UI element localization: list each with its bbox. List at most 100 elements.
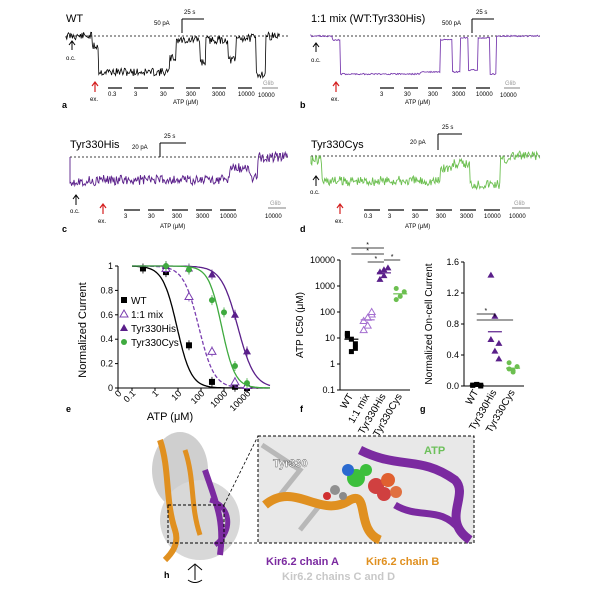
data-point [474,381,480,387]
panel-d-oc-arrow-icon [312,175,320,186]
panel-a-glib-conc: 10000 [258,93,275,99]
data-point [221,309,227,316]
y-axis-label: Normalized On-cell Current [424,263,435,384]
data-point [380,266,388,273]
zoom-chain-a-ribbon-2 [393,501,463,533]
legend-chain-b: Kir6.2 chain B [366,556,439,568]
concentration-label: 30 [412,214,419,220]
concentration-label: 30 [160,92,167,98]
panel-c-time-scale: 25 s [164,134,175,140]
y-tick-label: 1.2 [446,288,459,298]
panel-c-concentration-bars: 3 30 300 3000 10000 [124,209,237,220]
data-point [185,266,192,273]
zoom-chain-b-ribbon [262,491,383,545]
axis-arrow-icon [187,563,203,580]
panel-b-current-scale: 500 pA [442,21,461,27]
concentration-label: 3000 [460,214,474,220]
data-point [495,339,503,346]
zoom-chain-a-ribbon [357,445,473,544]
legend-entry: Tyr330Cys [131,338,179,349]
data-point [352,345,358,351]
data-point [230,376,240,386]
concentration-label: 3 [124,214,128,220]
panel-b-oc-arrow-icon [312,42,320,52]
panel-d-ex-arrow-icon [336,203,344,214]
significance-star: * [374,256,377,263]
panel-b-oc-label: o.c. [311,58,321,64]
data-point [384,264,392,271]
legend-chains-cd: Kir6.2 chains C and D [282,571,395,583]
panel-f-letter: f [300,404,304,414]
y-axis-label: Normalized Current [77,282,89,377]
concentration-label: 300 [186,92,197,98]
atp-molecule [342,464,402,501]
x-axis-label: ATP (μM) [147,411,193,423]
data-point [119,308,129,318]
x-tick-label: 1 [150,388,161,399]
concentration-label: 3 [380,92,384,98]
data-point [121,297,127,303]
panel-b-ex-label: ex. [331,97,339,103]
data-point [487,271,495,278]
legend-chain-a: Kir6.2 chain A [266,556,339,568]
panel-a-title: WT [66,13,83,25]
concentration-label: 3000 [212,92,226,98]
significance-star: * [366,248,369,255]
concentration-label: 300 [428,92,439,98]
panel-c-oc-arrow-icon [72,194,80,205]
panel-a-current-trace [65,31,280,79]
data-point [207,346,217,355]
y-axis-label: ATP IC50 (μM) [295,292,306,358]
panel-a-current-scale: 50 pA [154,21,170,27]
panel-d-oc-label: o.c. [310,190,320,196]
panel-b-glib-conc: 10000 [500,93,517,99]
panel-c-oc-label: o.c. [70,209,80,215]
tyr330-label: Tyr330 [273,458,308,470]
data-point [348,349,354,355]
structure-chain-a-helix [202,469,225,556]
data-point [487,336,495,342]
tyr330-residue [323,485,347,500]
panel-c-ex-label: ex. [98,219,106,225]
concentration-label: 10000 [476,92,493,98]
concentration-label: 300 [436,214,447,220]
concentration-label: 10000 [238,92,255,98]
panel-a-ex-label: ex. [90,97,98,103]
panel-a-letter: a [62,100,68,110]
panel-g-letter: g [420,404,426,414]
panel-b-letter: b [300,100,306,110]
panel-c-xlabel: ATP (μM) [160,224,185,230]
panel-d-title: Tyr330Cys [311,139,364,151]
panel-d-xlabel: ATP (μM) [405,224,430,230]
panel-b-time-scale: 25 s [476,10,487,16]
panel-b-title: 1:1 mix (WT:Tyr330His) [311,13,425,25]
y-tick-label: 0.8 [446,319,459,329]
concentration-label: 30 [404,92,411,98]
data-point [491,312,499,319]
panel-c-glib-label: Glib [270,201,281,207]
panel-d-glib-label: Glib [514,201,525,207]
y-tick-label: 0.4 [100,334,113,344]
data-point [231,363,238,370]
structure-chain-b-helix-2 [182,449,203,536]
panel-c: Tyr330His 25 s 20 pA o.c. ex. 3 30 300 3000… [62,134,290,234]
data-point [230,310,239,318]
data-point [491,347,499,354]
concentration-label: 300 [172,214,183,220]
panel-c-current-scale: 20 pA [132,145,148,151]
x-tick-label: 1000 [208,388,229,409]
significance-star: * [494,314,497,321]
data-point [352,341,358,347]
concentration-label: 10000 [220,214,237,220]
panel-a-ex-arrow-icon [91,81,99,92]
data-point [162,263,169,269]
panel-d-time-scale: 25 s [442,125,453,131]
category-label: WT [464,388,481,407]
structure-zoom-box [167,504,225,544]
x-tick-label: 100 [189,388,207,406]
significance-star: * [391,254,394,261]
panel-b-current-trace [310,33,541,76]
panel-h-letter: h [164,570,170,580]
structure-chain-b-helix [157,439,180,563]
panel-c-title: Tyr330His [70,139,120,151]
